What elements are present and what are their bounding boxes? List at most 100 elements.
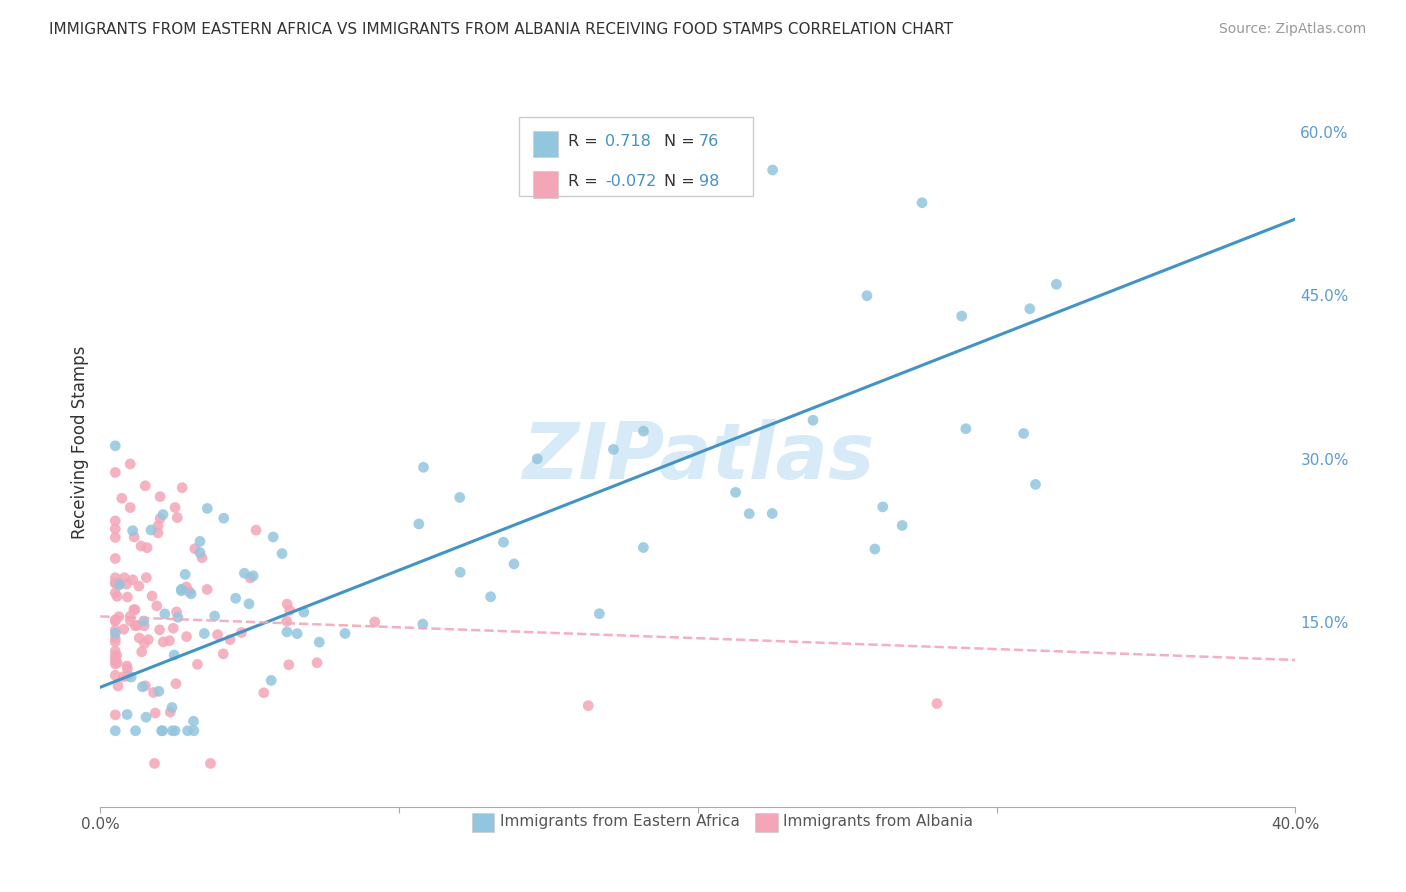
Point <box>761 507 783 521</box>
Point <box>212 647 235 661</box>
Point <box>408 516 430 531</box>
Point <box>108 609 131 624</box>
Point <box>145 599 167 613</box>
Point <box>1012 426 1035 441</box>
Point <box>165 723 187 738</box>
Point <box>115 577 138 591</box>
Point <box>135 571 157 585</box>
Point <box>143 756 166 771</box>
Point <box>233 566 256 581</box>
Point <box>146 525 169 540</box>
Point <box>104 635 127 649</box>
Point <box>167 610 190 624</box>
Point <box>117 669 139 683</box>
Text: N =: N = <box>664 135 700 149</box>
Point <box>285 626 308 640</box>
Point <box>134 636 156 650</box>
Point <box>104 522 127 536</box>
Point <box>576 698 599 713</box>
Point <box>104 586 127 600</box>
Point <box>1024 477 1046 491</box>
Text: 0.718: 0.718 <box>605 135 651 149</box>
Point <box>195 501 218 516</box>
Point <box>308 635 330 649</box>
Point <box>925 697 948 711</box>
Point <box>212 511 235 525</box>
Point <box>146 518 169 533</box>
Point <box>153 607 176 621</box>
Point <box>277 657 299 672</box>
Point <box>333 626 356 640</box>
Point <box>449 491 471 505</box>
Point <box>104 531 127 545</box>
Point <box>139 523 162 537</box>
Point <box>104 571 127 585</box>
Point <box>172 481 194 495</box>
Point <box>128 579 150 593</box>
Point <box>163 648 186 662</box>
Point <box>120 670 142 684</box>
Point <box>191 550 214 565</box>
Point <box>159 705 181 719</box>
Point <box>124 603 146 617</box>
Point <box>148 684 170 698</box>
Point <box>134 679 156 693</box>
Point <box>162 723 184 738</box>
Point <box>104 466 127 480</box>
Point <box>588 607 610 621</box>
Point <box>526 451 548 466</box>
Point <box>104 632 127 646</box>
Point <box>163 500 186 515</box>
Point <box>503 557 526 571</box>
Point <box>121 524 143 538</box>
Text: N =: N = <box>664 175 700 189</box>
Point <box>104 613 127 627</box>
Point <box>136 541 159 555</box>
Point <box>186 657 208 672</box>
Point <box>1045 277 1067 292</box>
Point <box>152 723 174 738</box>
Point <box>170 583 193 598</box>
Point <box>104 439 127 453</box>
Point <box>176 630 198 644</box>
Point <box>492 535 515 549</box>
Point <box>292 605 315 619</box>
Point <box>104 576 127 591</box>
Point <box>955 422 977 436</box>
Text: Immigrants from Albania: Immigrants from Albania <box>783 814 973 829</box>
Point <box>183 723 205 738</box>
Text: ZIPatlas: ZIPatlas <box>522 419 875 495</box>
Point <box>149 623 172 637</box>
Text: Source: ZipAtlas.com: Source: ZipAtlas.com <box>1219 22 1367 37</box>
Point <box>184 541 207 556</box>
Point <box>131 645 153 659</box>
Point <box>276 597 298 611</box>
Point <box>122 602 145 616</box>
Point <box>174 567 197 582</box>
Point <box>104 575 127 590</box>
Point <box>132 614 155 628</box>
Point <box>112 622 135 636</box>
Point <box>911 195 934 210</box>
Point <box>762 163 785 178</box>
Text: -0.072: -0.072 <box>605 175 657 189</box>
Point <box>120 457 142 471</box>
Point <box>195 582 218 597</box>
Point <box>104 668 127 682</box>
Point <box>141 589 163 603</box>
Point <box>219 632 242 647</box>
Point <box>104 653 127 667</box>
Point <box>152 508 174 522</box>
Point <box>166 605 188 619</box>
Point <box>950 309 973 323</box>
Point <box>115 659 138 673</box>
Point <box>105 656 128 670</box>
Point <box>135 710 157 724</box>
Point <box>262 530 284 544</box>
Point <box>276 624 298 639</box>
Point <box>180 587 202 601</box>
Point <box>239 571 262 585</box>
Point <box>188 545 211 559</box>
Point <box>449 566 471 580</box>
Point <box>112 571 135 585</box>
